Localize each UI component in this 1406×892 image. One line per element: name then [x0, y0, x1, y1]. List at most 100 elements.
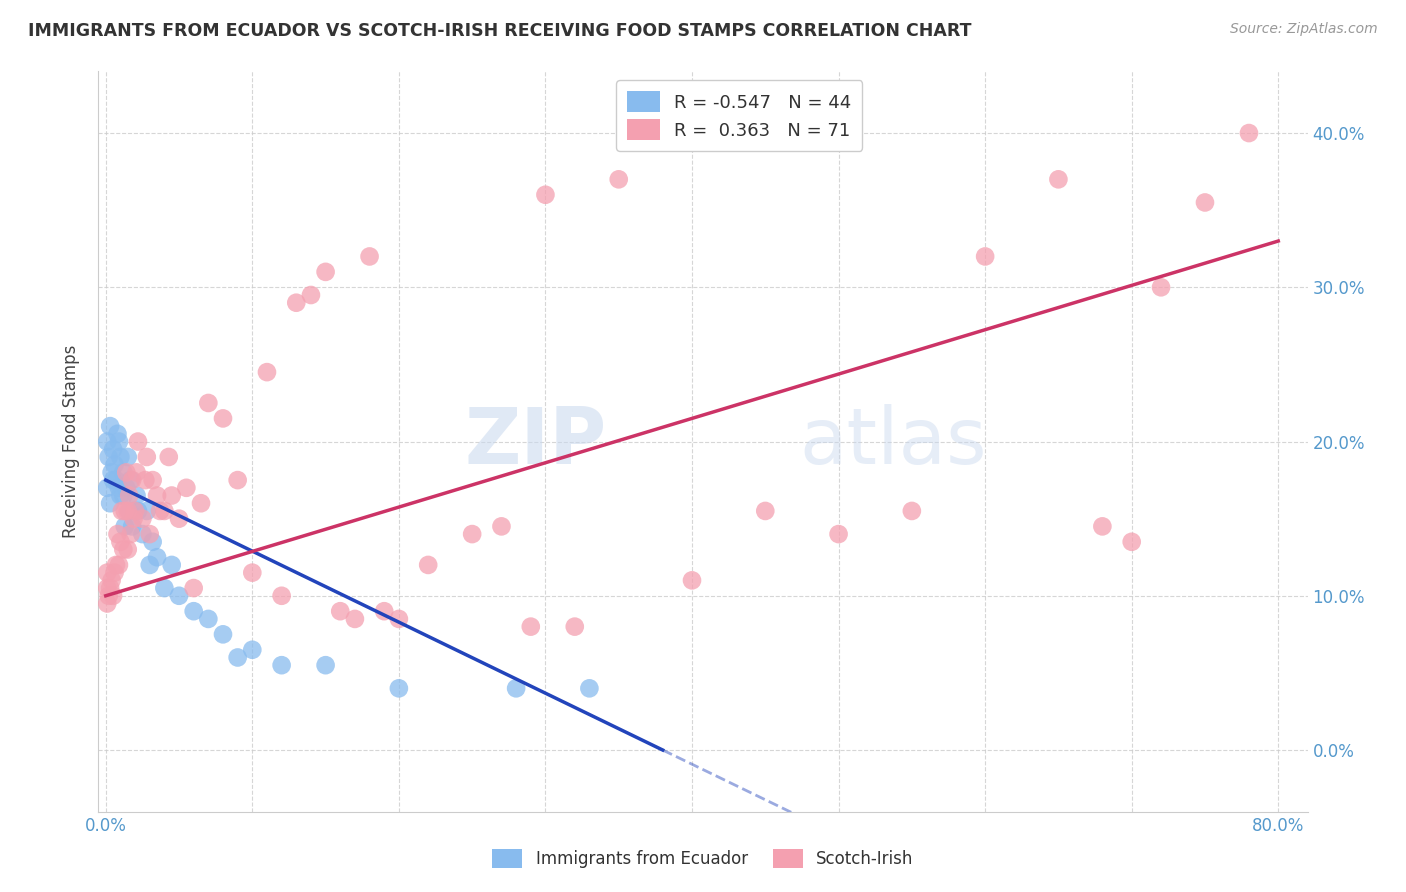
Point — [96, 434, 118, 449]
Point — [96, 481, 118, 495]
Point — [754, 504, 776, 518]
Point — [114, 504, 136, 518]
Point — [124, 504, 146, 518]
Point — [103, 458, 125, 472]
Point — [167, 511, 190, 525]
Point — [505, 681, 527, 696]
Point — [117, 504, 139, 518]
Point — [100, 466, 122, 480]
Point — [149, 504, 172, 518]
Point — [1121, 534, 1143, 549]
Point — [153, 504, 176, 518]
Point — [107, 527, 129, 541]
Point — [160, 489, 183, 503]
Point — [160, 558, 183, 572]
Point — [101, 473, 124, 487]
Point — [827, 527, 849, 541]
Point — [343, 612, 366, 626]
Point — [124, 504, 146, 518]
Point — [127, 504, 149, 518]
Point — [167, 589, 190, 603]
Point — [315, 265, 337, 279]
Point — [135, 504, 157, 518]
Point — [183, 604, 205, 618]
Legend: Immigrants from Ecuador, Scotch-Irish: Immigrants from Ecuador, Scotch-Irish — [485, 842, 921, 875]
Point — [418, 558, 440, 572]
Point — [110, 534, 132, 549]
Point — [681, 574, 703, 588]
Point — [285, 295, 308, 310]
Point — [534, 187, 557, 202]
Point — [299, 288, 322, 302]
Point — [98, 419, 121, 434]
Legend: R = -0.547   N = 44, R =  0.363   N = 71: R = -0.547 N = 44, R = 0.363 N = 71 — [616, 80, 862, 151]
Point — [226, 473, 249, 487]
Point — [117, 542, 139, 557]
Point — [134, 473, 156, 487]
Point — [114, 519, 136, 533]
Point — [1047, 172, 1070, 186]
Point — [96, 566, 118, 580]
Point — [142, 473, 165, 487]
Point — [1237, 126, 1260, 140]
Point — [110, 450, 132, 464]
Point — [110, 489, 132, 503]
Point — [112, 489, 135, 503]
Point — [270, 589, 292, 603]
Point — [107, 426, 129, 441]
Point — [388, 612, 411, 626]
Point — [240, 566, 263, 580]
Point — [108, 558, 131, 572]
Point — [359, 250, 381, 264]
Point — [127, 434, 149, 449]
Point — [112, 542, 135, 557]
Point — [226, 650, 249, 665]
Point — [98, 496, 121, 510]
Point — [108, 481, 131, 495]
Point — [1194, 195, 1216, 210]
Point — [111, 504, 134, 518]
Point — [120, 473, 142, 487]
Point — [100, 574, 122, 588]
Point — [491, 519, 513, 533]
Point — [212, 411, 235, 425]
Point — [256, 365, 278, 379]
Point — [115, 481, 138, 495]
Point — [101, 589, 124, 603]
Point — [125, 466, 148, 480]
Point — [146, 550, 169, 565]
Point — [117, 450, 139, 464]
Point — [315, 658, 337, 673]
Point — [103, 566, 125, 580]
Point — [270, 658, 292, 673]
Point — [97, 589, 120, 603]
Text: Source: ZipAtlas.com: Source: ZipAtlas.com — [1230, 22, 1378, 37]
Point — [240, 642, 263, 657]
Point — [131, 527, 153, 541]
Point — [101, 442, 124, 457]
Point — [138, 527, 160, 541]
Point — [131, 511, 153, 525]
Text: ZIP: ZIP — [464, 403, 606, 480]
Point — [125, 489, 148, 503]
Point — [388, 681, 411, 696]
Point — [901, 504, 924, 518]
Point — [1150, 280, 1173, 294]
Point — [138, 558, 160, 572]
Point — [197, 612, 219, 626]
Y-axis label: Receiving Food Stamps: Receiving Food Stamps — [62, 345, 80, 538]
Point — [121, 519, 143, 533]
Point — [142, 534, 165, 549]
Point — [97, 450, 120, 464]
Point — [118, 504, 141, 518]
Point — [115, 466, 138, 480]
Text: atlas: atlas — [800, 403, 987, 480]
Point — [461, 527, 484, 541]
Point — [564, 619, 586, 633]
Point — [157, 450, 180, 464]
Point — [105, 473, 128, 487]
Point — [121, 473, 143, 487]
Point — [197, 396, 219, 410]
Point — [96, 597, 118, 611]
Text: IMMIGRANTS FROM ECUADOR VS SCOTCH-IRISH RECEIVING FOOD STAMPS CORRELATION CHART: IMMIGRANTS FROM ECUADOR VS SCOTCH-IRISH … — [28, 22, 972, 40]
